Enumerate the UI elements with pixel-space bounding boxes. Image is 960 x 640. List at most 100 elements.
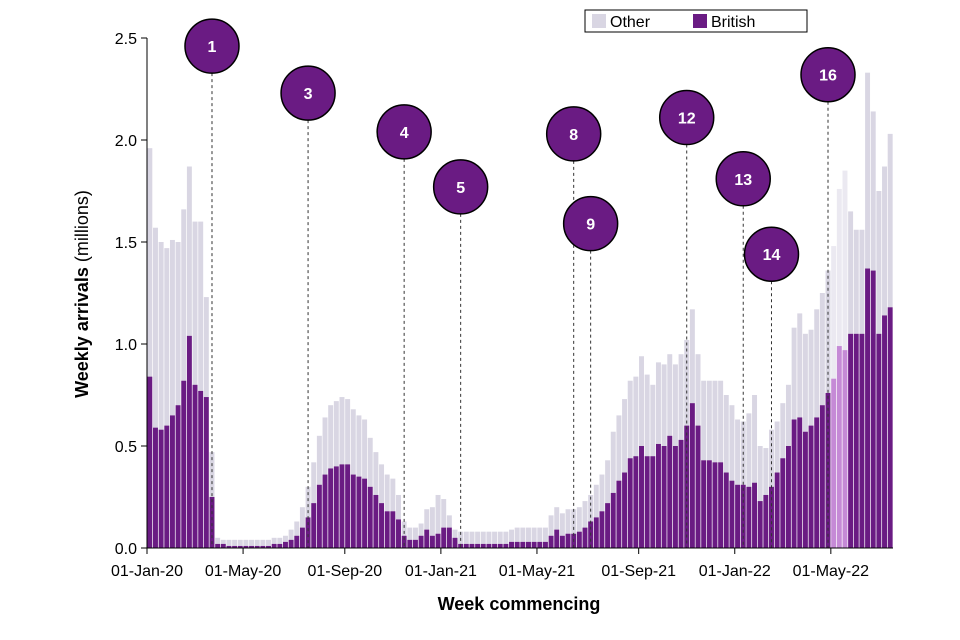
bar-other <box>593 484 599 518</box>
x-tick-label: 01-Jan-22 <box>699 563 771 580</box>
bar-british <box>215 543 221 548</box>
bar-british <box>503 543 509 548</box>
bar-british <box>627 458 633 548</box>
bar-british <box>865 268 871 548</box>
bar-other <box>209 452 215 497</box>
bar-other <box>469 531 475 544</box>
bar-british <box>520 541 526 548</box>
bar-other <box>486 531 492 544</box>
bar-other <box>169 239 175 416</box>
bar-british <box>345 464 351 548</box>
bar-british <box>209 497 215 548</box>
bar-other <box>480 531 486 544</box>
bar-other <box>757 446 763 502</box>
bar-british <box>158 429 164 548</box>
bar-other <box>282 535 288 542</box>
annotation-circle <box>280 65 336 121</box>
bar-other <box>752 395 758 483</box>
bar-other <box>452 529 458 538</box>
bar-other <box>418 523 424 536</box>
annotation-label: 9 <box>586 217 595 234</box>
bar-british <box>814 417 820 548</box>
bar-british <box>492 543 498 548</box>
bar-british <box>401 535 407 548</box>
bar-british <box>339 464 345 548</box>
bar-british <box>198 390 204 548</box>
bar-british <box>752 482 758 548</box>
bar-british <box>452 537 458 548</box>
bar-british <box>497 543 503 548</box>
bar-other <box>435 494 441 534</box>
bar-british <box>802 431 808 548</box>
bar-other <box>266 539 271 546</box>
y-tick-label: 1.0 <box>115 337 137 354</box>
bar-british <box>723 472 729 548</box>
bar-other <box>718 380 724 463</box>
bar-other <box>220 539 226 544</box>
bar-other <box>401 521 407 536</box>
bar-british <box>412 539 418 548</box>
bar-british <box>605 503 611 548</box>
bar-british <box>853 333 859 548</box>
bar-british <box>616 480 622 548</box>
annotation-label: 13 <box>734 172 752 189</box>
bar-british <box>220 543 226 548</box>
bar-other <box>192 221 198 385</box>
bar-british <box>559 535 565 548</box>
bar-other <box>876 191 882 334</box>
bar-british <box>305 517 311 548</box>
bar-other <box>802 333 808 432</box>
bar-british <box>322 474 328 548</box>
bar-british <box>509 541 514 548</box>
bar-other <box>639 356 644 446</box>
bar-other <box>384 474 390 512</box>
legend: Other British <box>584 9 808 33</box>
bar-british <box>746 486 752 548</box>
bar-other <box>859 229 865 334</box>
bar-other <box>232 539 238 546</box>
bar-other <box>305 486 311 518</box>
bar-other <box>294 521 300 536</box>
bar-other <box>695 354 701 426</box>
bar-british <box>299 527 305 548</box>
bar-other <box>655 362 661 444</box>
y-tick-label: 2.5 <box>115 31 137 48</box>
bar-british <box>164 425 170 548</box>
bar-british <box>582 527 588 548</box>
bar-other <box>203 297 209 398</box>
bar-british <box>333 466 339 548</box>
bar-british <box>599 511 605 548</box>
annotation-circle <box>184 18 240 74</box>
bar-british <box>882 315 887 548</box>
bar-other <box>509 529 514 542</box>
bar-other <box>497 531 503 544</box>
bar-other <box>458 531 464 544</box>
annotation-circle <box>715 151 771 207</box>
bar-other <box>672 364 678 446</box>
annotation-circle <box>545 106 602 162</box>
bar-other <box>763 448 769 495</box>
bar-other <box>701 380 707 461</box>
bar-other <box>237 539 243 546</box>
bar-other <box>328 405 334 469</box>
legend-swatch-british <box>693 14 707 28</box>
bar-other <box>887 133 893 308</box>
bar-british <box>362 478 368 548</box>
bar-other <box>271 537 277 544</box>
bar-british <box>712 462 718 548</box>
bar-british <box>311 503 317 548</box>
legend-label-other: Other <box>610 14 651 31</box>
bar-other <box>588 494 594 522</box>
bars <box>147 72 893 548</box>
bar-british <box>667 435 673 548</box>
bar-british <box>672 446 678 548</box>
bar-british <box>226 545 232 548</box>
bar-other <box>441 499 447 528</box>
bar-british <box>356 476 362 548</box>
bar-british <box>446 527 452 548</box>
bar-other <box>345 399 351 465</box>
bar-british <box>407 539 413 548</box>
bar-other <box>774 421 780 473</box>
bar-british <box>554 529 560 548</box>
